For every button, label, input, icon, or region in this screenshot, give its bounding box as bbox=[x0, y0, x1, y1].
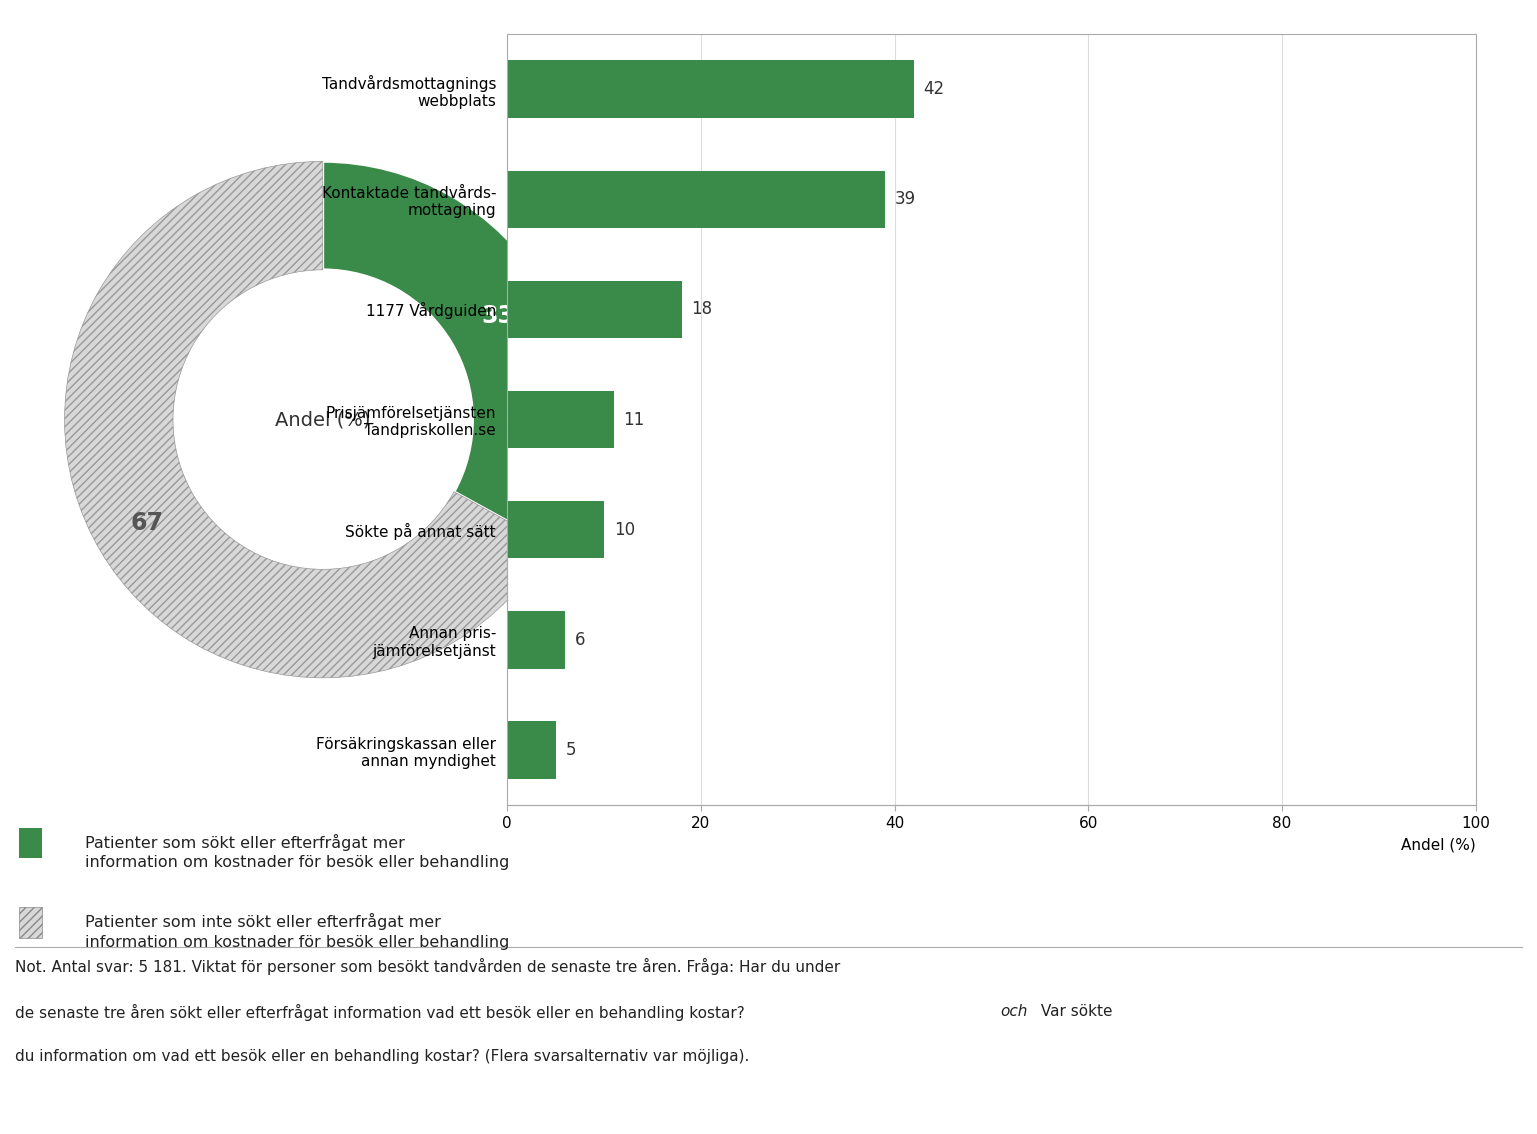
Bar bbox=[507, 170, 885, 228]
Wedge shape bbox=[65, 161, 549, 678]
Bar bbox=[20, 828, 43, 858]
Text: och: och bbox=[1001, 1004, 1028, 1018]
Text: Patienter som inte sökt eller efterfrågat mer
information om kostnader för besök: Patienter som inte sökt eller efterfråga… bbox=[85, 913, 509, 949]
Text: de senaste tre åren sökt eller efterfrågat information vad ett besök eller en be: de senaste tre åren sökt eller efterfråg… bbox=[15, 1004, 750, 1021]
Text: 33: 33 bbox=[483, 304, 515, 328]
Text: 39: 39 bbox=[895, 191, 916, 209]
Text: 10: 10 bbox=[613, 521, 635, 539]
Bar bbox=[507, 391, 613, 448]
Bar bbox=[507, 501, 604, 558]
Bar bbox=[507, 611, 566, 669]
Text: Var sökte: Var sökte bbox=[1036, 1004, 1113, 1018]
Wedge shape bbox=[323, 161, 581, 544]
Text: Patienter som sökt eller efterfrågat mer
information om kostnader för besök elle: Patienter som sökt eller efterfrågat mer… bbox=[85, 833, 509, 870]
Bar bbox=[507, 60, 915, 118]
Text: 67: 67 bbox=[131, 511, 163, 535]
Text: 11: 11 bbox=[624, 411, 644, 429]
Text: du information om vad ett besök eller en behandling kostar? (Flera svarsalternat: du information om vad ett besök eller en… bbox=[15, 1049, 750, 1064]
Bar bbox=[20, 907, 43, 938]
Bar bbox=[507, 721, 556, 779]
X-axis label: Andel (%): Andel (%) bbox=[1400, 838, 1476, 853]
Bar bbox=[507, 281, 681, 338]
Text: 5: 5 bbox=[566, 741, 576, 759]
Text: Not. Antal svar: 5 181. Viktat för personer som besökt tandvården de senaste tre: Not. Antal svar: 5 181. Viktat för perso… bbox=[15, 958, 841, 975]
Text: 18: 18 bbox=[692, 301, 712, 319]
Text: Andel (%): Andel (%) bbox=[275, 411, 370, 429]
Text: 42: 42 bbox=[924, 81, 945, 99]
Text: 6: 6 bbox=[575, 631, 586, 649]
